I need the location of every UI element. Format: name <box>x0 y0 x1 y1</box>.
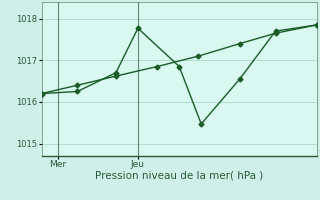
X-axis label: Pression niveau de la mer( hPa ): Pression niveau de la mer( hPa ) <box>95 171 263 181</box>
